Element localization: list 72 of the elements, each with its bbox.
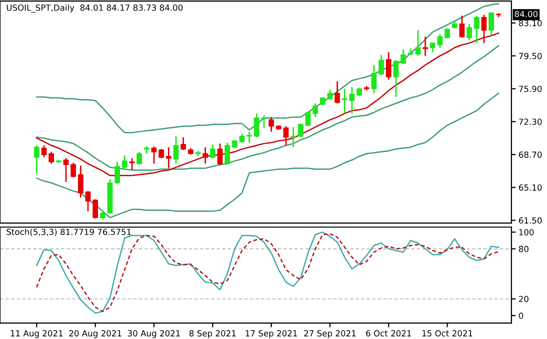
- candlestick: [400, 48, 406, 65]
- candlestick: [224, 142, 230, 166]
- candlestick: [283, 126, 289, 146]
- x-tick-label: 27 Sep 2021: [304, 330, 356, 338]
- y-tick-label: 100: [519, 229, 534, 236]
- candlestick: [122, 154, 128, 169]
- candlestick: [136, 151, 142, 166]
- candlestick: [312, 102, 318, 118]
- candlestick: [437, 33, 443, 48]
- candlestick: [217, 142, 223, 166]
- candlestick: [63, 157, 69, 183]
- candlestick: [474, 14, 480, 44]
- candlestick: [202, 146, 208, 164]
- candlestick: [393, 60, 399, 98]
- y-tick-label: 83.10: [518, 20, 542, 26]
- candlestick: [371, 64, 377, 94]
- candlestick: [92, 198, 98, 220]
- candlestick: [488, 12, 494, 36]
- candlestick: [430, 42, 436, 53]
- y-tick-label: 0: [518, 312, 524, 319]
- line-series: [36, 92, 500, 218]
- x-tick-label: 15 Oct 2021: [422, 330, 472, 336]
- candlestick: [70, 162, 76, 178]
- candlestick: [444, 28, 450, 40]
- candlestick: [334, 80, 340, 104]
- x-tick-label: 30 Aug 2021: [128, 330, 180, 338]
- candlestick: [85, 190, 91, 212]
- candlestick: [254, 112, 260, 138]
- y-tick-label: 20: [519, 296, 528, 302]
- chart-title: USOIL_SPT,Daily 84.01 84.17 83.73 84.00: [6, 4, 183, 13]
- y-tick-label: 68.70: [518, 152, 542, 158]
- candlestick: [180, 136, 186, 151]
- candlestick: [210, 144, 216, 159]
- candlestick: [158, 148, 164, 159]
- candlestick: [268, 116, 274, 132]
- x-tick-label: 11 Aug 2021: [10, 330, 63, 338]
- candlestick: [466, 23, 472, 42]
- candlestick: [481, 14, 487, 44]
- candlestick: [261, 114, 267, 129]
- x-tick-label: 6 Oct 2021: [366, 330, 411, 336]
- candlestick: [349, 86, 355, 114]
- candlestick: [48, 151, 54, 164]
- x-tick-label: 8 Sep 2021: [189, 330, 236, 338]
- candlestick: [422, 36, 428, 57]
- candlestick: [342, 88, 348, 114]
- y-tick-label: 80: [518, 246, 528, 252]
- y-tick-label: 79.50: [519, 52, 542, 60]
- candlestick: [415, 30, 421, 57]
- candlestick: [166, 146, 172, 169]
- text: 84.00: [514, 10, 538, 18]
- candlestick: [246, 130, 252, 144]
- y-tick-label: 72.30: [519, 118, 542, 125]
- candlestick: [327, 88, 333, 100]
- y-tick-label: 65.10: [518, 184, 542, 191]
- candlestick: [459, 14, 465, 38]
- candlestick: [298, 122, 304, 138]
- x-tick-label: 20 Aug 2021: [69, 330, 122, 338]
- candlestick: [173, 136, 179, 164]
- y-tick-label: 75.90: [519, 86, 542, 92]
- candlestick: [386, 51, 392, 80]
- y-tick-label: 61.50: [518, 217, 542, 224]
- candlestick: [41, 144, 47, 158]
- candlestick: [151, 146, 157, 164]
- candlestick: [290, 126, 296, 148]
- candlestick: [305, 110, 311, 127]
- candlestick: [34, 144, 40, 174]
- candlestick: [378, 54, 384, 76]
- chart-title: Stoch(5,3,3) 81.7719 76.5751: [6, 228, 131, 236]
- candlestick: [78, 164, 84, 198]
- candlestick: [114, 161, 120, 184]
- candlestick: [239, 132, 245, 144]
- x-tick-label: 17 Sep 2021: [246, 330, 297, 338]
